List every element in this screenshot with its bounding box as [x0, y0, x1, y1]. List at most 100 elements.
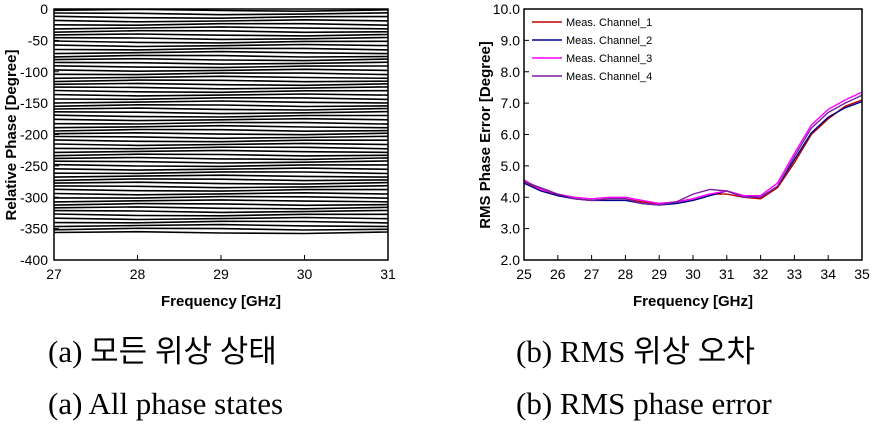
rms-x-ticks: 25 26 27 28 29 30 31 32 33 34 35 — [516, 255, 870, 282]
relative-phase-line — [53, 206, 389, 210]
y-tick-label: 6.0 — [501, 127, 521, 143]
rms-phase-error-chart: 2.0 3.0 4.0 5.0 6.0 7.0 8.0 9.0 10.0 25 26 27 28 29 3… — [477, 1, 870, 310]
x-tick-label: 29 — [213, 266, 229, 282]
y-tick-label: 7.0 — [501, 95, 521, 111]
relative-phase-line — [53, 33, 389, 37]
caption-left-korean: (a) 모든 위상 상태 — [48, 334, 277, 369]
relative-phase-line — [53, 153, 389, 157]
relative-phase-line — [53, 142, 389, 147]
relative-phase-line — [53, 72, 389, 76]
relative-phase-line — [53, 131, 389, 136]
rms-y-ticks: 2.0 3.0 4.0 5.0 6.0 7.0 8.0 9.0 10.0 — [493, 1, 529, 268]
relative-phase-line — [53, 89, 389, 94]
relative-phase-line — [53, 160, 389, 164]
y-tick-label: -350 — [20, 221, 48, 237]
y-tick-label: -400 — [20, 252, 48, 268]
relative-phase-line — [53, 128, 389, 133]
relative-phase-line — [53, 121, 389, 125]
relative-phase-line — [53, 22, 389, 27]
rms-legend: Meas. Channel_1 Meas. Channel_2 Meas. Chan… — [532, 17, 652, 83]
relative-phase-line — [53, 223, 389, 228]
relative-phase-line — [53, 171, 389, 175]
rms-series-line-3 — [523, 91, 863, 205]
relative-phase-series-group — [53, 8, 389, 235]
relative-phase-line — [53, 117, 389, 122]
relative-phase-line — [53, 68, 389, 73]
relative-phase-line — [53, 110, 389, 115]
relative-phase-line — [53, 230, 389, 235]
rms-series-group — [523, 91, 863, 206]
x-tick-label: 25 — [516, 266, 532, 282]
relative-phase-line — [53, 124, 389, 129]
relative-phase-line — [53, 75, 389, 80]
relative-phase-line — [53, 79, 389, 83]
relative-phase-line — [53, 184, 389, 189]
relative-phase-chart: 0 -50 -100 -150 -200 -250 -300 -350 -400 27 28 29 3… — [3, 1, 396, 310]
relative-phase-line — [53, 103, 389, 108]
relative-phase-line — [53, 139, 388, 143]
y-tick-label: -250 — [20, 158, 48, 174]
caption-right-english: (b) RMS phase error — [516, 386, 772, 421]
relative-phase-line — [53, 195, 389, 199]
relative-phase-line — [53, 174, 389, 178]
legend-label-1: Meas. Channel_1 — [566, 17, 652, 29]
caption-left-english: (a) All phase states — [48, 386, 284, 421]
relative-phase-line — [53, 61, 389, 65]
y-tick-label: -50 — [28, 32, 48, 48]
caption-right-korean: (b) RMS 위상 오차 — [516, 334, 755, 369]
relative-phase-line — [53, 156, 389, 161]
y-tick-label: 0 — [40, 1, 48, 17]
y-tick-label: 5.0 — [501, 158, 521, 174]
rms-series-line-1 — [523, 99, 863, 205]
relative-phase-line — [53, 149, 389, 154]
legend-label-2: Meas. Channel_2 — [566, 35, 652, 47]
y-tick-label: 4.0 — [501, 189, 521, 205]
relative-phase-line — [53, 43, 389, 48]
legend-label-4: Meas. Channel_4 — [566, 71, 652, 83]
relative-phase-line — [53, 50, 389, 55]
relative-phase-line — [53, 213, 388, 217]
relative-phase-line — [53, 227, 389, 231]
relative-phase-line — [53, 57, 389, 62]
relative-phase-x-ticks: 27 28 29 30 31 — [46, 255, 396, 282]
relative-phase-line — [53, 93, 389, 97]
x-tick-label: 28 — [130, 266, 146, 282]
relative-phase-line — [53, 96, 389, 101]
relative-phase-line — [53, 167, 389, 171]
rms-x-label: Frequency [GHz] — [633, 293, 753, 310]
relative-phase-line — [53, 146, 389, 150]
rms-series-line-2 — [523, 100, 863, 206]
relative-phase-line — [53, 191, 389, 196]
relative-phase-line — [53, 54, 389, 58]
relative-phase-line — [53, 163, 388, 168]
x-tick-label: 28 — [618, 266, 634, 282]
relative-phase-line — [53, 65, 389, 69]
relative-phase-y-ticks: 0 -50 -100 -150 -200 -250 -300 -350 -400 — [20, 1, 59, 268]
relative-phase-line — [53, 199, 389, 203]
x-tick-label: 35 — [854, 266, 870, 282]
y-tick-label: 10.0 — [493, 1, 520, 17]
x-tick-label: 31 — [719, 266, 735, 282]
x-tick-label: 31 — [380, 266, 396, 282]
x-tick-label: 27 — [584, 266, 600, 282]
x-tick-label: 32 — [753, 266, 769, 282]
relative-phase-y-label: Relative Phase [Degree] — [3, 50, 20, 221]
relative-phase-line — [53, 216, 389, 221]
relative-phase-line — [53, 36, 389, 41]
y-tick-label: 9.0 — [501, 32, 521, 48]
relative-phase-line — [53, 209, 389, 214]
relative-phase-line — [53, 29, 389, 34]
x-tick-label: 26 — [550, 266, 566, 282]
x-tick-label: 30 — [297, 266, 313, 282]
y-tick-label: -300 — [20, 189, 48, 205]
relative-phase-line — [53, 220, 389, 224]
rms-y-label: RMS Phase Error [Degree] — [477, 41, 494, 229]
relative-phase-line — [53, 82, 389, 87]
x-tick-label: 29 — [651, 266, 667, 282]
relative-phase-line — [53, 40, 389, 44]
relative-phase-line — [53, 26, 389, 30]
rms-series-line-4 — [523, 94, 863, 206]
relative-phase-line — [53, 181, 389, 185]
legend-label-3: Meas. Channel_3 — [566, 53, 652, 65]
